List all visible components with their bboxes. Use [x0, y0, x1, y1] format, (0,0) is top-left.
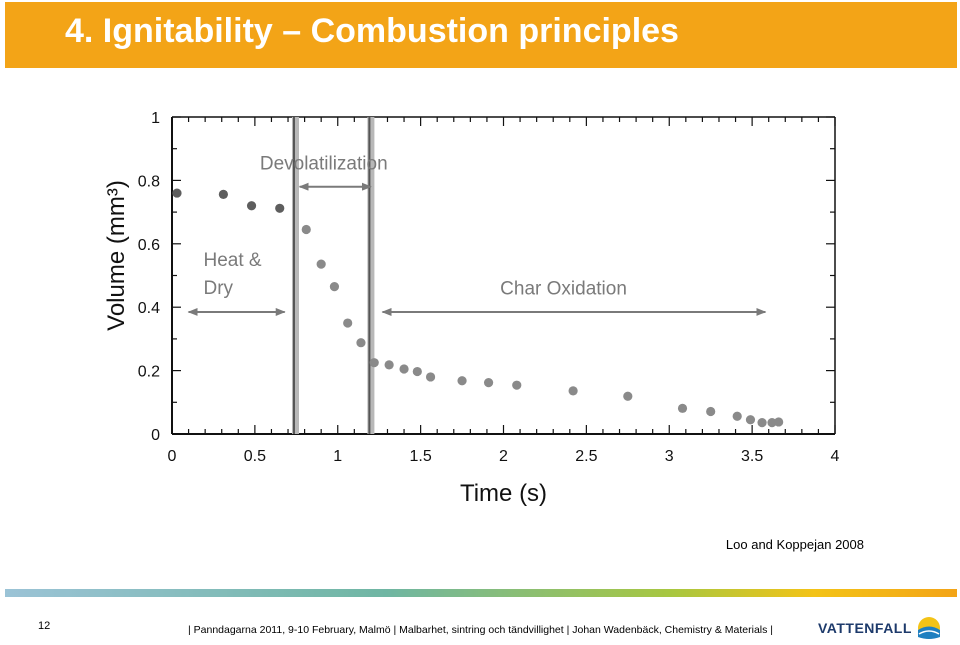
data-point — [512, 380, 522, 390]
region-label-devolatilization: Devolatilization — [260, 153, 388, 174]
data-point — [623, 391, 633, 401]
data-point — [329, 281, 340, 292]
y-tick-label: 0.8 — [138, 173, 160, 190]
data-point — [246, 201, 257, 211]
data-point — [275, 203, 285, 213]
data-point — [774, 417, 784, 427]
x-tick-label: 2 — [499, 448, 508, 465]
data-point — [369, 358, 379, 368]
y-tick-label: 0.4 — [138, 300, 160, 317]
page-number: 12 — [38, 620, 51, 632]
y-tick-label: 0.2 — [138, 364, 160, 381]
data-point — [732, 411, 742, 421]
data-point — [301, 224, 311, 235]
data-point — [745, 415, 756, 425]
x-tick-label: 4 — [831, 448, 840, 465]
region-boundaries — [291, 117, 375, 434]
y-tick-label: 0.6 — [138, 237, 160, 254]
data-point — [706, 406, 716, 417]
data-points — [172, 188, 784, 428]
axis-ticks — [171, 116, 836, 435]
x-tick-label: 3 — [665, 448, 674, 465]
region-label-heat-dry: Heat & — [203, 250, 261, 271]
data-point — [677, 403, 688, 413]
citation: Loo and Koppejan 2008 — [725, 537, 864, 552]
title-bar: 4. Ignitability – Combustion principles — [5, 2, 957, 68]
x-tick-label: 0 — [168, 448, 177, 465]
data-point — [425, 372, 436, 382]
footer-color-band — [5, 589, 957, 597]
region-label-char-oxidation: Char Oxidation — [500, 279, 627, 300]
phase-boundary — [291, 117, 299, 434]
x-tick-label: 1 — [333, 448, 342, 465]
data-point — [172, 188, 182, 198]
x-tick-label: 2.5 — [575, 448, 597, 465]
x-tick-label: 3.5 — [741, 448, 763, 465]
logo-wordmark: VATTENFALL — [818, 620, 912, 636]
data-point — [412, 366, 422, 377]
data-point — [356, 338, 366, 348]
vattenfall-logo: VATTENFALL — [818, 614, 942, 642]
data-point — [483, 378, 494, 388]
slide-title: 4. Ignitability – Combustion principles — [65, 12, 679, 50]
axis-labels: 0 0.5 1 1.5 2 2.5 3 3.5 4 0 0.2 0.4 0.6 0.8 1 Time (s) V… — [103, 110, 840, 507]
region-label-heat-dry: Dry — [203, 278, 233, 299]
data-point — [218, 189, 228, 199]
data-point — [384, 360, 394, 370]
data-point — [343, 318, 353, 328]
y-tick-label: 0 — [151, 427, 160, 444]
data-point — [316, 259, 326, 269]
footer-text: | Panndagarna 2011, 9-10 February, Malmö… — [188, 624, 774, 636]
data-point — [568, 386, 578, 396]
x-tick-label: 0.5 — [244, 448, 266, 465]
vattenfall-sun-icon — [917, 617, 940, 639]
data-point — [399, 364, 409, 374]
region-annotations: Heat & Dry Devolatilization Char Oxidation — [187, 153, 767, 316]
data-point — [767, 417, 777, 428]
data-point — [457, 376, 467, 386]
phase-boundary — [367, 117, 375, 434]
data-point — [757, 417, 767, 428]
x-axis-title: Time (s) — [460, 480, 547, 507]
x-tick-label: 1.5 — [410, 448, 432, 465]
y-axis-title: Volume (mm³) — [103, 180, 130, 331]
y-tick-label: 1 — [151, 110, 160, 127]
